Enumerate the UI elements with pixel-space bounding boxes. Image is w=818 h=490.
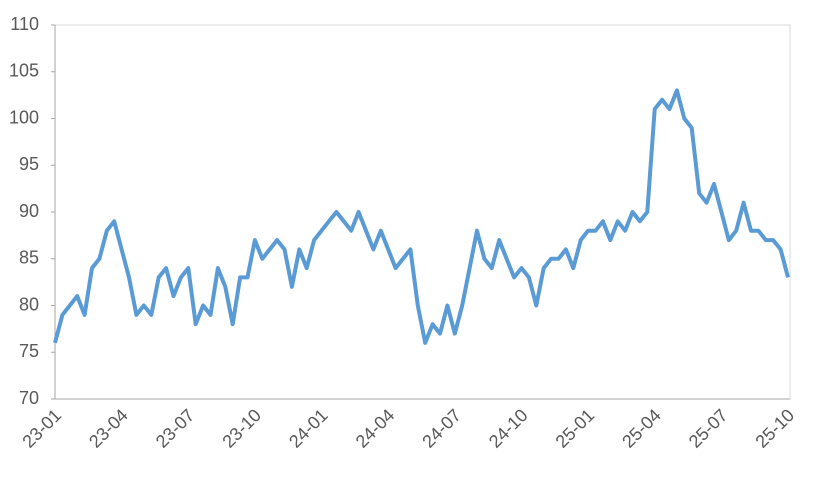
y-tick-label: 110 xyxy=(10,14,39,34)
y-tick-label: 80 xyxy=(19,294,39,314)
data-line xyxy=(53,88,790,345)
x-tick-label: 23-01 xyxy=(18,405,65,452)
x-tick-label: 24-07 xyxy=(418,405,465,452)
y-tick-label: 95 xyxy=(19,154,39,174)
y-tick-label: 75 xyxy=(19,341,39,361)
x-tick-label: 23-07 xyxy=(152,405,199,452)
plot-frame xyxy=(54,24,791,400)
x-tick-label: 25-04 xyxy=(618,405,665,452)
x-tick-label: 25-01 xyxy=(552,405,599,452)
x-tick-label: 25-07 xyxy=(685,405,732,452)
y-tick-label: 85 xyxy=(19,248,39,268)
x-tick-label: 25-10 xyxy=(751,405,798,452)
y-tick-label: 105 xyxy=(9,61,39,81)
x-tick-label: 23-04 xyxy=(85,405,132,452)
x-tick-label: 24-04 xyxy=(352,405,399,452)
x-tick-label: 24-10 xyxy=(485,405,532,452)
x-tick-label: 23-10 xyxy=(218,405,265,452)
y-tick-label: 100 xyxy=(9,107,39,127)
x-tick-label: 24-01 xyxy=(285,405,332,452)
y-tick-label: 90 xyxy=(19,201,39,221)
y-tick-label: 70 xyxy=(19,388,39,408)
